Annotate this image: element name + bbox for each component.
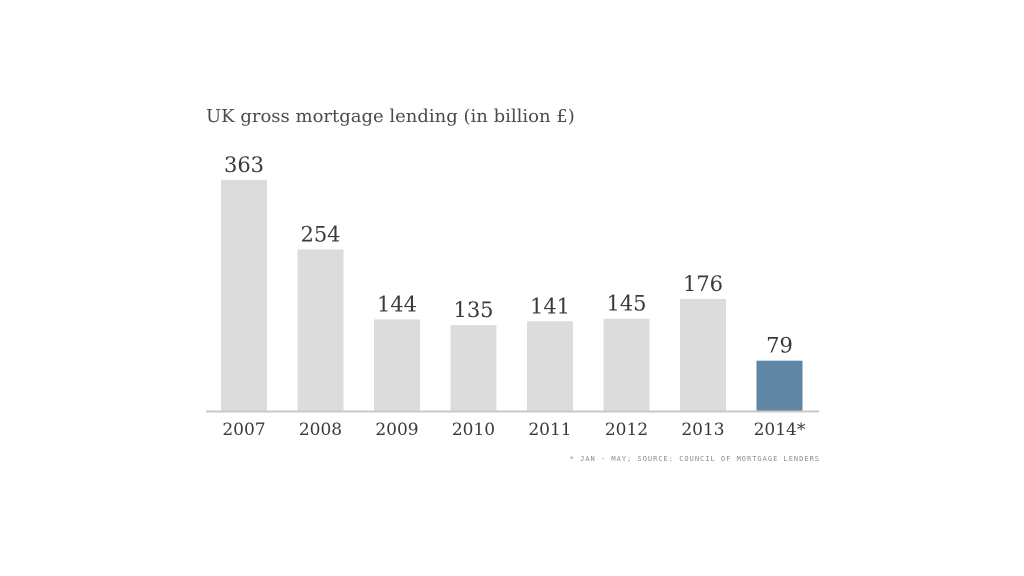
bar-2008 bbox=[297, 249, 344, 411]
bar-2014* bbox=[756, 360, 803, 411]
bar-2007 bbox=[221, 180, 267, 411]
x-tick-label-2012: 2012 bbox=[605, 420, 648, 440]
x-tick-label-2011: 2011 bbox=[528, 420, 571, 440]
bar-2012 bbox=[603, 318, 650, 411]
value-label-2009: 144 bbox=[377, 292, 417, 316]
source-note: * Jan - May; Source: Council of Mortgage… bbox=[569, 455, 820, 463]
bar-2010 bbox=[450, 325, 497, 411]
bars-layer: 363 2007 254 2008 144 2009 135 2010 141 2011 145 20… bbox=[221, 153, 806, 440]
x-tick-label-2010: 2010 bbox=[452, 420, 495, 440]
value-label-2007: 363 bbox=[224, 153, 264, 177]
x-tick-label-2009: 2009 bbox=[375, 420, 418, 440]
x-tick-label-2007: 2007 bbox=[222, 420, 265, 440]
bar-2013 bbox=[680, 299, 726, 411]
value-label-2012: 145 bbox=[606, 292, 646, 316]
value-label-2013: 176 bbox=[683, 272, 723, 296]
x-tick-label-2008: 2008 bbox=[299, 420, 342, 440]
value-label-2008: 254 bbox=[300, 222, 340, 246]
chart-title: UK gross mortgage lending (in billion £) bbox=[206, 106, 575, 127]
x-tick-label-2013: 2013 bbox=[681, 420, 724, 440]
bar-2011 bbox=[527, 321, 573, 411]
bar-2009 bbox=[374, 319, 420, 411]
value-label-2014*: 79 bbox=[766, 334, 793, 358]
x-tick-label-2014*: 2014* bbox=[754, 420, 806, 440]
value-label-2011: 141 bbox=[530, 294, 570, 318]
value-label-2010: 135 bbox=[453, 298, 493, 322]
